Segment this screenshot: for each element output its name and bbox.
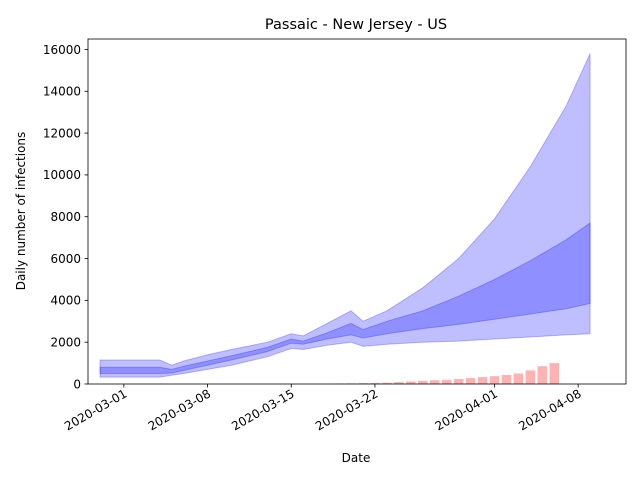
bar (501, 375, 512, 384)
bar (477, 377, 488, 384)
x-tick-label: 2020-03-22 (313, 386, 380, 433)
bar (453, 379, 464, 384)
y-tick-label: 8000 (50, 210, 81, 224)
bar (394, 382, 404, 384)
band-inner (99, 222, 591, 374)
y-tick-label: 4000 (50, 294, 81, 308)
plot-area (99, 53, 591, 384)
bar (441, 379, 452, 384)
y-axis-label: Daily number of infections (14, 132, 28, 291)
x-axis-label: Date (342, 451, 371, 465)
x-tick-label: 2020-03-01 (62, 386, 129, 433)
y-tick-label: 0 (73, 377, 81, 391)
y-tick-label: 12000 (43, 126, 81, 140)
bar (513, 373, 524, 384)
x-tick-label: 2020-04-08 (516, 386, 583, 433)
bar (465, 378, 476, 384)
x-tick-label: 2020-03-08 (146, 386, 213, 433)
y-tick-label: 6000 (50, 252, 81, 266)
y-tick-label: 14000 (43, 85, 81, 99)
y-tick-label: 2000 (50, 335, 81, 349)
bar (406, 381, 416, 384)
band-outer (99, 53, 591, 378)
bar (489, 376, 500, 384)
bar (418, 380, 428, 384)
y-tick-label: 16000 (43, 43, 81, 57)
y-tick-label: 10000 (43, 168, 81, 182)
bar (549, 363, 560, 384)
x-tick-label: 2020-04-01 (433, 386, 500, 433)
bar (382, 382, 392, 384)
chart-title: Passaic - New Jersey - US (265, 17, 447, 33)
bar (525, 370, 536, 384)
bar (429, 380, 440, 384)
bar (370, 383, 380, 384)
x-tick-label: 2020-03-15 (229, 386, 296, 433)
bar (537, 366, 548, 384)
plot-frame (87, 38, 627, 385)
